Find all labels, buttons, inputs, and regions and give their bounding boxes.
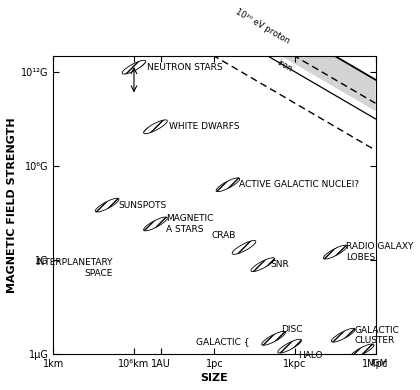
Ellipse shape (350, 344, 374, 358)
Ellipse shape (331, 328, 355, 342)
Text: WHITE DWARFS: WHITE DWARFS (169, 122, 239, 131)
Text: β = 1/300: β = 1/300 (0, 389, 1, 390)
Text: INTERPLANETARY
SPACE: INTERPLANETARY SPACE (35, 258, 113, 278)
Text: NEUTRON STARS: NEUTRON STARS (147, 63, 223, 72)
Text: β = 1: β = 1 (0, 389, 1, 390)
Text: GALACTIC {: GALACTIC { (196, 337, 249, 346)
Text: 10²⁰ eV proton: 10²⁰ eV proton (234, 7, 291, 46)
Ellipse shape (122, 60, 146, 74)
Text: iron: iron (275, 58, 294, 74)
Ellipse shape (262, 332, 286, 345)
Text: DISC: DISC (281, 324, 303, 334)
Text: IGM: IGM (370, 359, 388, 368)
Text: GALACTIC
CLUSTER: GALACTIC CLUSTER (354, 326, 399, 345)
Ellipse shape (278, 339, 302, 353)
Text: RADIO GALAXY
LOBES: RADIO GALAXY LOBES (346, 243, 413, 262)
Text: ACTIVE GALACTIC NUCLEI?: ACTIVE GALACTIC NUCLEI? (239, 180, 359, 189)
Ellipse shape (144, 217, 167, 231)
X-axis label: SIZE: SIZE (201, 373, 228, 383)
Ellipse shape (144, 120, 167, 134)
Ellipse shape (216, 178, 240, 191)
Text: CRAB: CRAB (212, 230, 236, 239)
Ellipse shape (95, 198, 119, 212)
Text: SUNSPOTS: SUNSPOTS (118, 200, 166, 209)
Y-axis label: MAGNETIC FIELD STRENGTH: MAGNETIC FIELD STRENGTH (7, 117, 17, 293)
Ellipse shape (251, 258, 275, 271)
Text: HALO: HALO (298, 351, 322, 360)
Polygon shape (53, 56, 375, 111)
Text: SNR: SNR (271, 260, 290, 269)
Ellipse shape (323, 245, 347, 259)
Ellipse shape (232, 241, 256, 254)
Text: MAGNETIC
A STARS: MAGNETIC A STARS (166, 214, 213, 234)
